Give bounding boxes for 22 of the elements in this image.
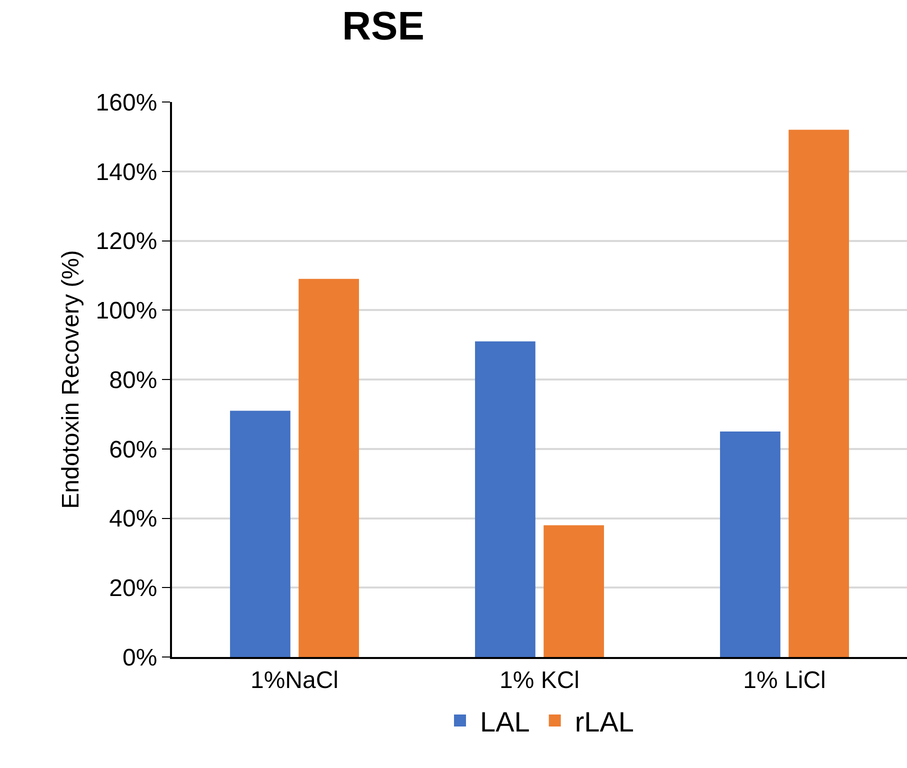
bar [475, 341, 536, 657]
y-tick-label: 140% [96, 158, 158, 186]
chart-title: RSE [342, 4, 424, 49]
y-tick-label: 120% [96, 228, 158, 256]
legend-label: LAL [480, 706, 530, 738]
legend-label: rLAL [574, 706, 634, 738]
y-tick-label: 40% [109, 506, 158, 533]
bar [720, 432, 780, 657]
y-tick-label: 60% [109, 436, 158, 464]
x-tick-label: 1% KCl [499, 666, 580, 694]
bar [544, 525, 604, 657]
bar [788, 130, 849, 657]
y-tick-label: 80% [109, 366, 158, 394]
x-tick-label: 1% LiCl [743, 666, 826, 694]
bar [230, 410, 290, 657]
y-tick-label: 100% [96, 298, 158, 325]
y-tick-label: 160% [96, 89, 158, 116]
y-tick-label: 20% [109, 575, 158, 602]
x-tick-label: 1%NaCl [250, 666, 339, 694]
bar [298, 278, 359, 657]
y-tick-label: 0% [122, 644, 158, 672]
y-axis-title: Endotoxin Recovery (%) [57, 250, 84, 509]
